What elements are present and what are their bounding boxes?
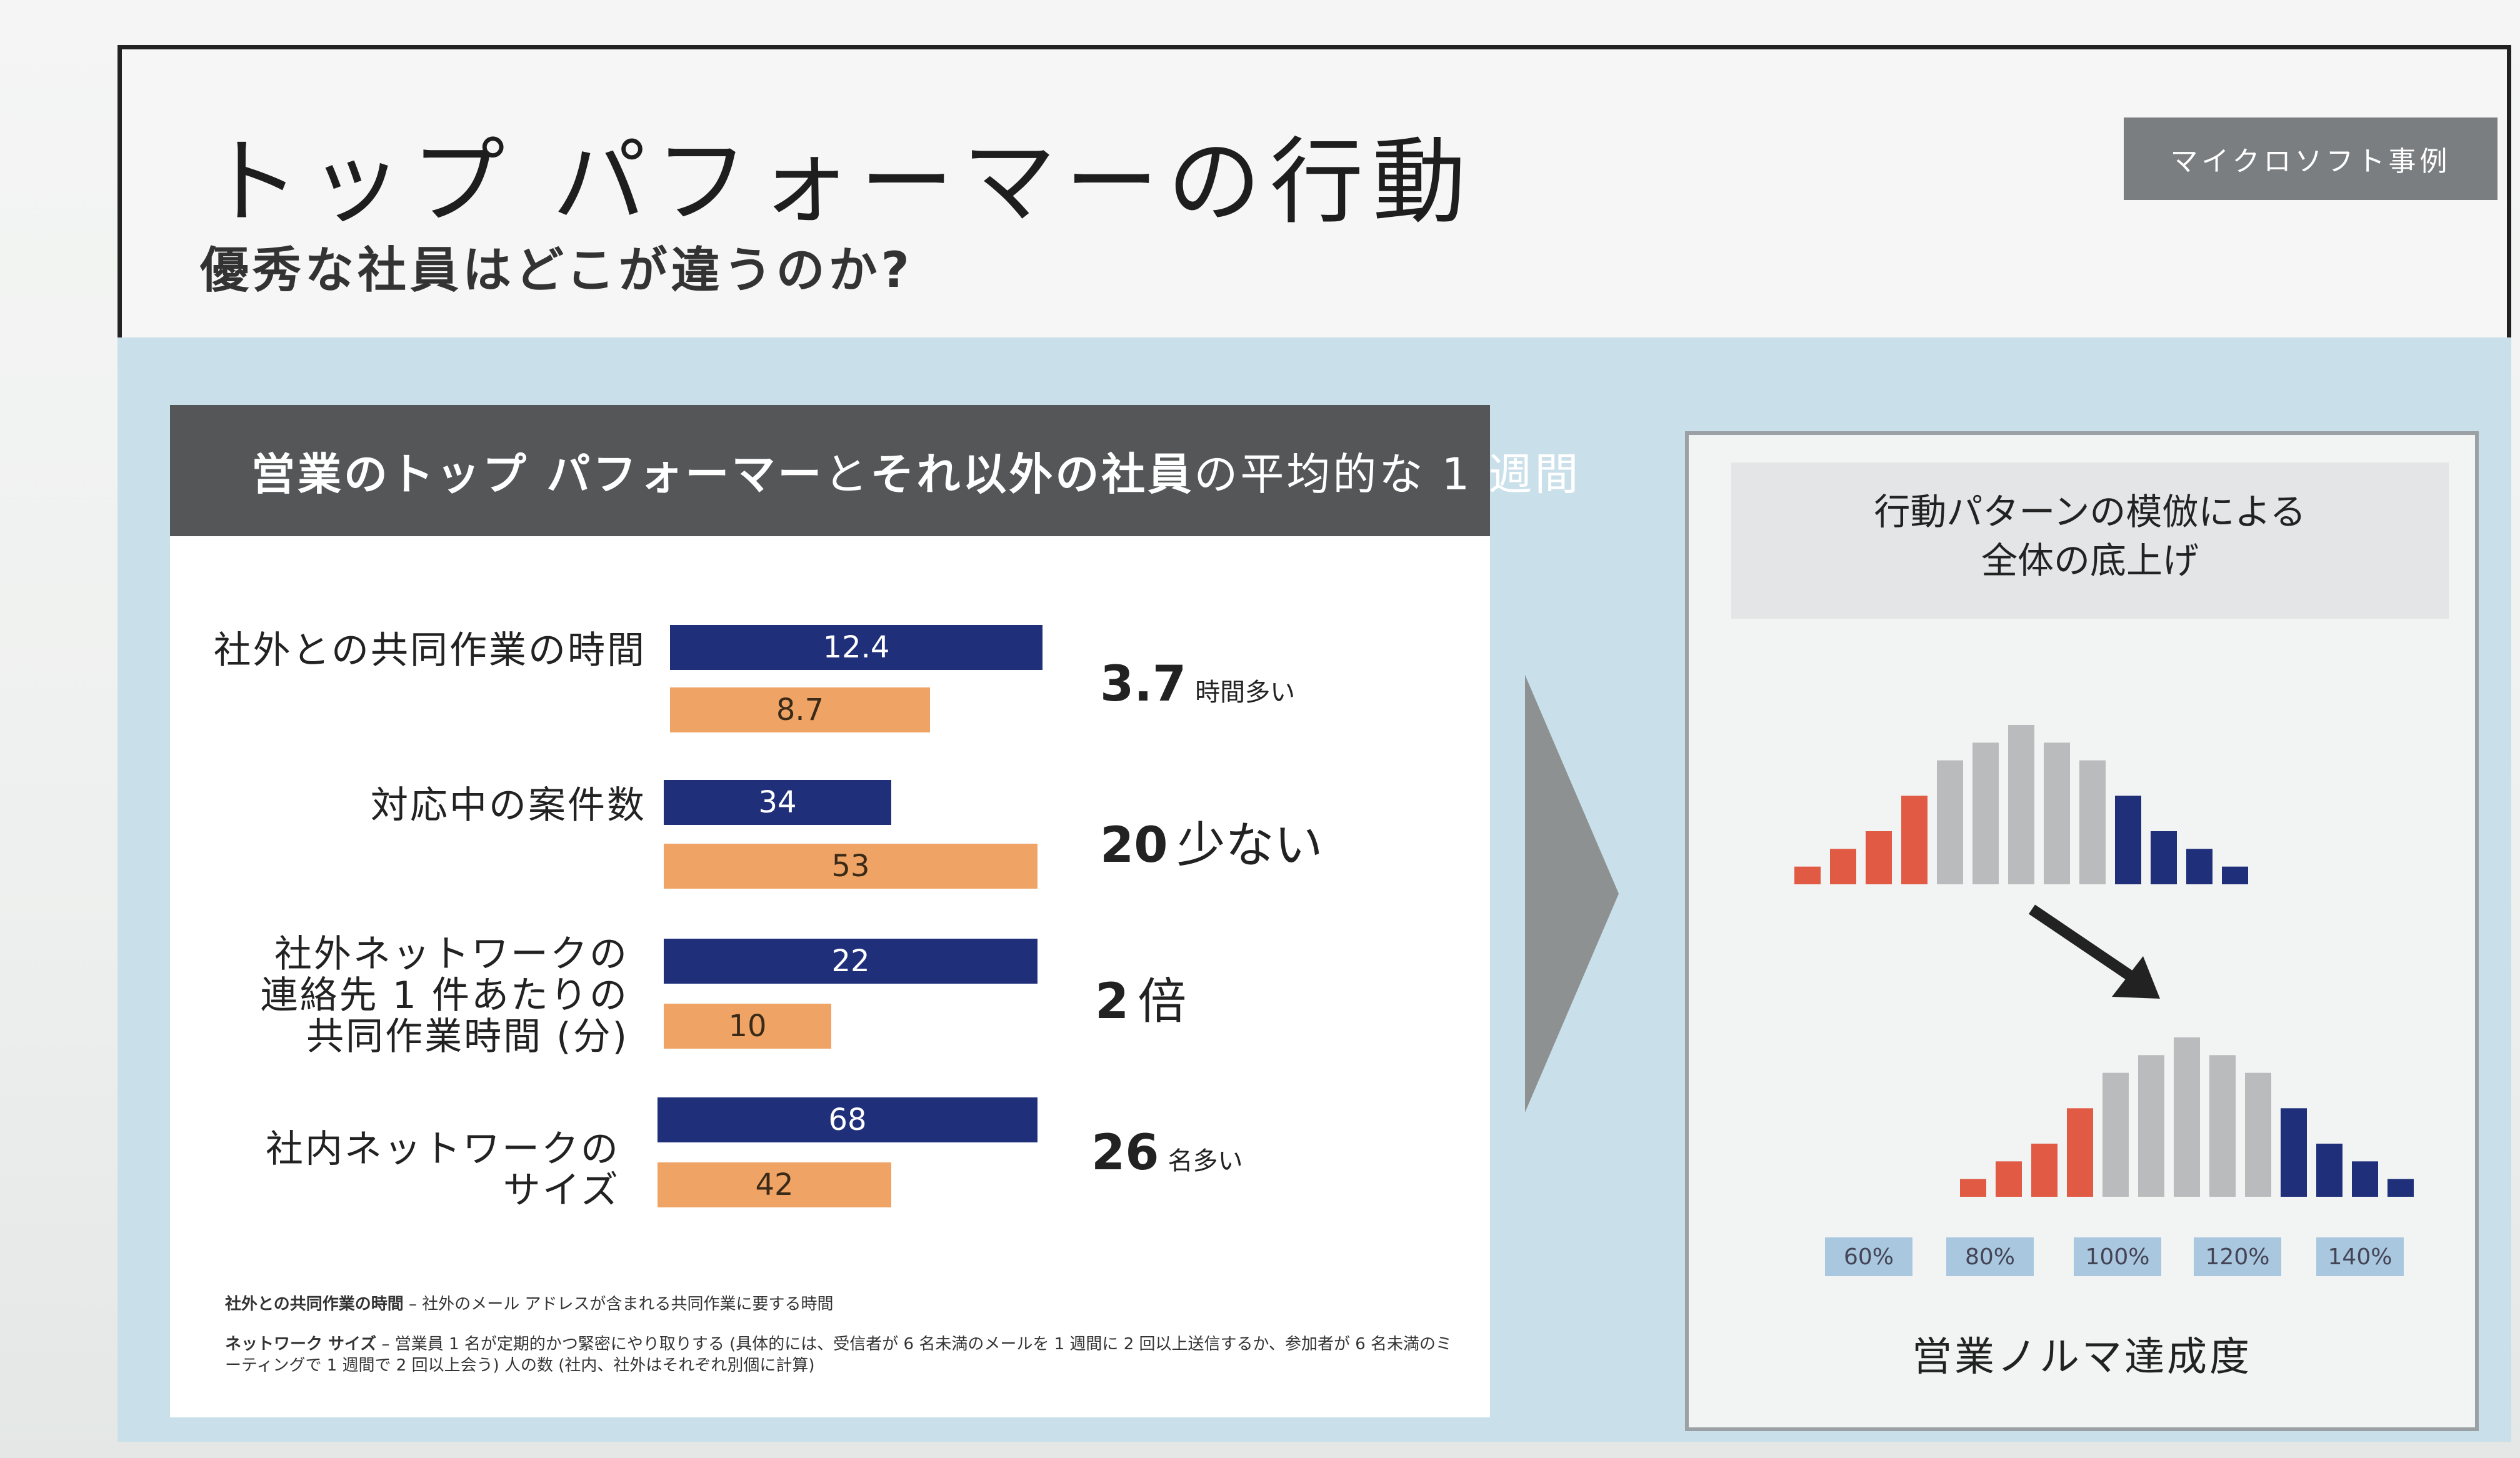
distribution-bar — [1972, 742, 1999, 884]
distribution-bar — [2352, 1161, 2378, 1197]
footnote-definition: – 営業員 1 名が定期的かつ緊密にやり取りする (具体的には、受信者が 6 名… — [225, 1335, 1452, 1375]
diff-unit: 時間多い — [1195, 678, 1296, 707]
footnote-network-size: ネットワーク サイズ – 営業員 1 名が定期的かつ緊密にやり取りする (具体的… — [225, 1334, 1462, 1376]
distribution-bar — [1996, 1161, 2022, 1197]
distribution-bar — [2222, 866, 2248, 884]
diff-unit: 倍 — [1138, 974, 1187, 1030]
diff-number: 26 — [1091, 1125, 1159, 1181]
distribution-bar — [2102, 1072, 2129, 1197]
distribution-bar — [1794, 866, 1821, 884]
distribution-bar — [2245, 1072, 2271, 1197]
distribution-bar — [2031, 1144, 2058, 1197]
row-label-external-collab-time: 社外との共同作業の時間 — [213, 629, 646, 672]
tick-label-60: 60% — [1825, 1237, 1912, 1276]
distribution-bar — [2044, 742, 2070, 884]
distribution-bar — [1960, 1179, 1986, 1197]
diff-number: 3.7 — [1100, 656, 1187, 712]
distribution-bar — [2174, 1037, 2200, 1197]
distribution-bar — [2079, 760, 2106, 884]
distribution-bar — [2115, 796, 2141, 884]
bar-other-employees: 42 — [658, 1162, 891, 1207]
header-connector: と — [824, 448, 871, 500]
distribution-bar — [2388, 1179, 2414, 1197]
distribution-before — [1794, 725, 2248, 884]
diff-internal-network-size: 26 名多い — [1091, 1125, 1243, 1181]
distribution-bar — [1937, 760, 1963, 884]
bar-top-performer: 34 — [664, 780, 891, 825]
bar-top-performer: 22 — [664, 939, 1038, 984]
bar-other-employees: 8.7 — [670, 687, 930, 732]
diff-unit: 名多い — [1168, 1147, 1243, 1176]
diff-unit: 少ない — [1176, 817, 1323, 874]
arrow-down-right-icon — [2028, 904, 2160, 999]
distribution-bar — [2281, 1108, 2307, 1197]
row-label-per-contact-collab-time: 社外ネットワークの 連絡先 1 件あたりの 共同作業時間 (分) — [261, 934, 629, 1057]
label-line: 連絡先 1 件あたりの — [260, 974, 629, 1017]
slide-subtitle: 優秀な社員はどこが違うのか? — [200, 242, 913, 299]
distribution-bar — [2186, 849, 2212, 884]
improvement-panel-title: 行動パターンの模倣による 全体の底上げ — [1731, 487, 2449, 585]
diff-number: 20 — [1100, 817, 1168, 874]
comparison-panel — [170, 405, 1490, 1417]
improvement-panel-header — [1731, 462, 2449, 619]
tick-label-120: 120% — [2194, 1237, 2281, 1276]
distribution-bar — [2316, 1144, 2342, 1197]
header-other-employees: それ以外の社員 — [870, 448, 1194, 500]
distribution-bar — [2138, 1055, 2164, 1197]
distribution-bar — [2151, 831, 2177, 884]
row-label-active-cases: 対応中の案件数 — [371, 784, 646, 827]
distribution-bar — [1830, 849, 1856, 884]
distribution-bar — [2008, 725, 2034, 884]
tick-label-100: 100% — [2074, 1237, 2161, 1276]
distribution-bar — [1901, 796, 1928, 884]
slide-title: トップ パフォーマーの行動 — [206, 128, 1475, 237]
title-line: 全体の底上げ — [1981, 539, 2199, 582]
tick-label-140: 140% — [2316, 1237, 2404, 1276]
row-label-internal-network-size: 社内ネットワークの サイズ — [266, 1129, 620, 1211]
case-study-tag: マイクロソフト事例 — [2124, 117, 2498, 200]
distribution-chart — [1794, 725, 2414, 1197]
footnote-definition: – 社外のメール アドレスが含まれる共同作業に要する時間 — [403, 1295, 834, 1314]
label-line: サイズ — [502, 1169, 620, 1212]
footnote-term: ネットワーク サイズ — [225, 1335, 377, 1354]
footnotes: 社外との共同作業の時間 – 社外のメール アドレスが含まれる共同作業に要する時間… — [225, 1294, 1462, 1376]
chevron-right-icon — [1525, 675, 1619, 1112]
diff-external-collab-time: 3.7 時間多い — [1100, 656, 1295, 712]
bar-top-performer: 12.4 — [670, 625, 1042, 670]
title-line: 行動パターンの模倣による — [1874, 491, 2306, 533]
diff-active-cases: 20 少ない — [1100, 806, 1323, 876]
tick-label-80: 80% — [1946, 1237, 2034, 1276]
x-axis-title: 営業ノルマ達成度 — [1912, 1334, 2252, 1381]
distribution-bar — [2209, 1055, 2236, 1197]
comparison-panel-header: 営業のトップ パフォーマー と それ以外の社員 の平均的な 1 週間 — [170, 405, 1578, 536]
distribution-after — [1960, 1037, 2414, 1197]
diff-number: 2 — [1095, 974, 1129, 1030]
bar-top-performer: 68 — [658, 1097, 1038, 1142]
label-line: 社外ネットワークの — [274, 932, 629, 976]
header-weekly: の平均的な 1 週間 — [1194, 448, 1581, 500]
bar-other-employees: 53 — [664, 844, 1038, 889]
footnote-term: 社外との共同作業の時間 — [225, 1295, 404, 1314]
footnote-collab-time: 社外との共同作業の時間 – 社外のメール アドレスが含まれる共同作業に要する時間 — [225, 1294, 1462, 1315]
distribution-bar — [1866, 831, 1892, 884]
label-line: 社内ネットワークの — [266, 1127, 620, 1171]
distribution-bar — [2067, 1108, 2093, 1197]
label-line: 共同作業時間 (分) — [306, 1015, 629, 1059]
header-top-performer: 営業のトップ パフォーマー — [251, 448, 824, 500]
bar-other-employees: 10 — [664, 1004, 831, 1049]
